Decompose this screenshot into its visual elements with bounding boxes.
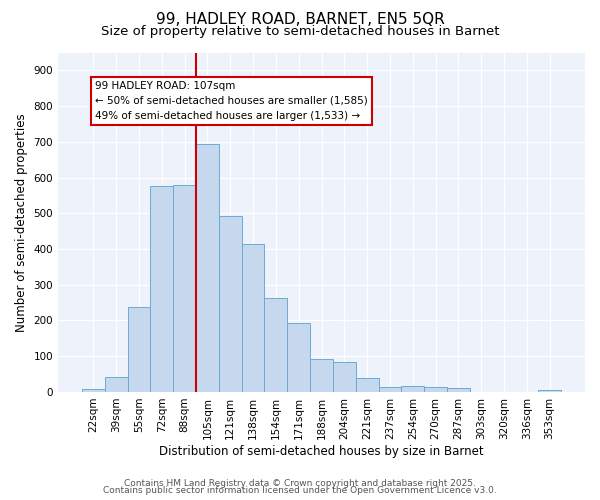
Bar (128, 307, 151, 392)
Bar (196, 144, 219, 392)
Text: 99 HADLEY ROAD: 107sqm
← 50% of semi-detached houses are smaller (1,585)
49% of : 99 HADLEY ROAD: 107sqm ← 50% of semi-det… (95, 81, 368, 120)
Bar (401, 386, 424, 392)
Bar (379, 386, 401, 392)
Bar (424, 387, 447, 392)
Text: 99, HADLEY ROAD, BARNET, EN5 5QR: 99, HADLEY ROAD, BARNET, EN5 5QR (155, 12, 445, 28)
Text: Contains HM Land Registry data © Crown copyright and database right 2025.: Contains HM Land Registry data © Crown c… (124, 478, 476, 488)
Y-axis label: Number of semi-detached properties: Number of semi-detached properties (15, 113, 28, 332)
Bar (333, 362, 356, 392)
Text: Contains public sector information licensed under the Open Government Licence v3: Contains public sector information licen… (103, 486, 497, 495)
Bar (105, 377, 128, 392)
Bar (82, 389, 105, 392)
Bar (219, 216, 242, 392)
Bar (310, 358, 333, 392)
Bar (173, 186, 196, 392)
X-axis label: Distribution of semi-detached houses by size in Barnet: Distribution of semi-detached houses by … (159, 444, 484, 458)
Bar (287, 324, 310, 392)
Bar (151, 186, 173, 392)
Bar (356, 378, 379, 392)
Bar (538, 390, 561, 392)
Bar (242, 244, 265, 392)
Bar (447, 388, 470, 392)
Bar (265, 298, 287, 392)
Text: Size of property relative to semi-detached houses in Barnet: Size of property relative to semi-detach… (101, 25, 499, 38)
